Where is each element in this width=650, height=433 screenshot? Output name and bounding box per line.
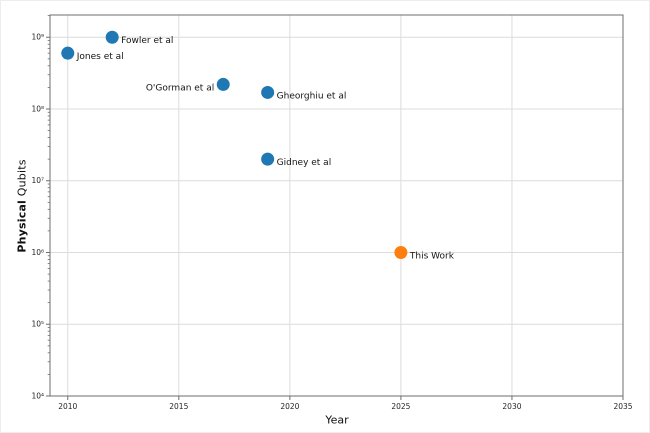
y-tick-label: 10⁵ — [31, 320, 44, 329]
y-axis-title-spacer — [16, 196, 29, 200]
x-tick-label: 2015 — [169, 402, 188, 411]
data-point-label-gidney-et-al: Gidney et al — [277, 158, 332, 168]
y-axis-title-regular: Qubits — [15, 159, 29, 197]
x-tick-label: 2025 — [391, 402, 410, 411]
x-tick-label: 2010 — [58, 402, 77, 411]
y-tick-label: 10⁶ — [31, 248, 44, 257]
y-tick-label: 10⁴ — [31, 392, 44, 401]
data-point-o-gorman-et-al — [216, 77, 230, 91]
plot-frame — [49, 14, 624, 397]
x-tick-label: 2035 — [613, 402, 632, 411]
data-point-label-fowler-et-al: Fowler et al — [121, 36, 173, 46]
y-tick-label: 10⁸ — [31, 104, 44, 113]
data-point-label-this-work: This Work — [409, 251, 455, 261]
data-point-this-work — [394, 245, 408, 259]
data-point-gidney-et-al — [261, 152, 275, 166]
y-tick-label: 10⁷ — [31, 176, 44, 185]
data-point-label-jones-et-al: Jones et al — [76, 52, 124, 62]
y-axis-title-bold: Physical — [15, 199, 29, 253]
data-point-gheorghiu-et-al — [261, 85, 275, 99]
data-point-label-o-gorman-et-al: O'Gorman et al — [146, 83, 214, 93]
data-point-jones-et-al — [61, 46, 75, 60]
data-point-fowler-et-al — [105, 30, 119, 44]
x-axis-title: Year — [325, 413, 349, 427]
y-tick-label: 10⁹ — [31, 33, 44, 42]
x-tick-label: 2020 — [280, 402, 299, 411]
data-point-label-gheorghiu-et-al: Gheorghiu et al — [277, 91, 347, 101]
x-tick-label: 2030 — [502, 402, 521, 411]
y-axis-title: Physical Qubits — [16, 159, 29, 252]
